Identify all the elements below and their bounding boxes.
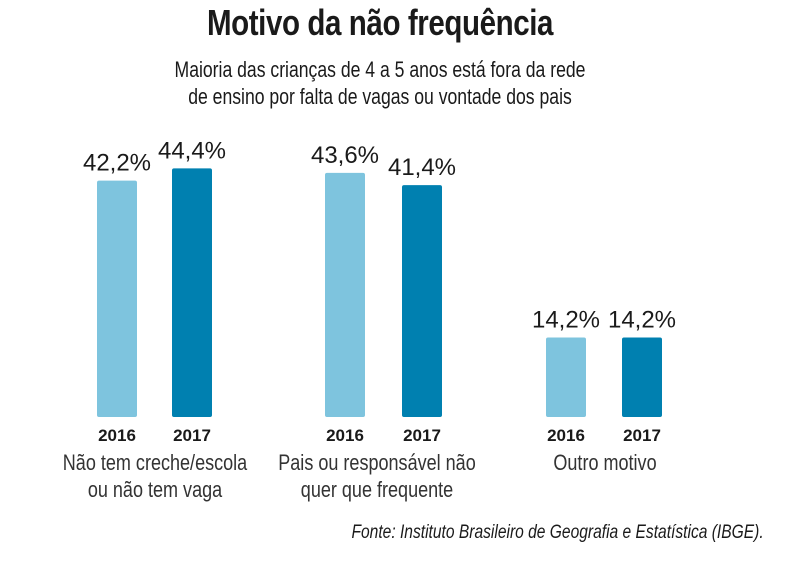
value-label-2017-cat1: 44,4% (158, 137, 226, 164)
chart-subtitle-line1: Maioria das crianças de 4 a 5 anos está … (174, 57, 586, 82)
year-label-2017-cat2: 2017 (403, 426, 441, 445)
bar-2017-cat3 (622, 337, 662, 417)
category-label-1-line1: Não tem creche/escola (63, 451, 248, 475)
bar-2017-cat2 (402, 185, 442, 417)
value-label-2017-cat2: 41,4% (388, 154, 456, 181)
bar-2016-cat1 (97, 180, 137, 417)
category-label-2-line2: quer que frequente (301, 478, 453, 502)
category-label-2-line1: Pais ou responsável não (278, 451, 475, 475)
value-label-2016-cat2: 43,6% (311, 142, 379, 169)
bar-2017-cat1 (172, 168, 212, 417)
category-label-3-line1: Outro motivo (553, 451, 656, 475)
year-label-2017-cat1: 2017 (173, 426, 211, 445)
source-note: Fonte: Instituto Brasileiro de Geografia… (351, 522, 764, 543)
value-label-2017-cat3: 14,2% (608, 306, 676, 333)
bar-2016-cat3 (546, 337, 586, 417)
chart-title: Motivo da não frequência (206, 2, 554, 43)
year-label-2016-cat2: 2016 (326, 426, 364, 445)
value-label-2016-cat1: 42,2% (83, 150, 151, 177)
bar-2016-cat2 (325, 172, 365, 417)
category-label-1-line2: ou não tem vaga (88, 478, 223, 502)
year-label-2017-cat3: 2017 (623, 426, 661, 445)
value-label-2016-cat3: 14,2% (532, 306, 600, 333)
year-label-2016-cat3: 2016 (547, 426, 585, 445)
chart-subtitle-line2: de ensino por falta de vagas ou vontade … (188, 84, 572, 109)
year-label-2016-cat1: 2016 (98, 426, 136, 445)
